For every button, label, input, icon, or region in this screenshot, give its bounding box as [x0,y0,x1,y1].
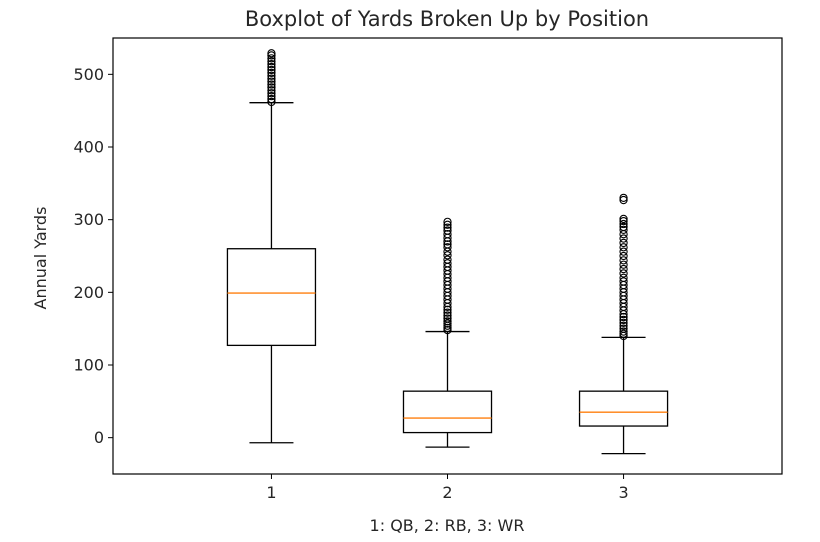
outlier-point [267,94,276,104]
outlier-point [443,259,452,268]
outlier-point [267,71,276,80]
outlier-point [619,193,628,203]
outlier-point [443,226,452,235]
x-axis-label: 1: QB, 2: RB, 3: WR [370,516,525,535]
outlier-point [267,77,276,86]
outlier-point [267,54,276,63]
outlier-point [443,217,452,226]
outlier-point [619,238,628,248]
outlier-point [443,220,452,229]
outlier-point [267,80,276,89]
outlier-point [619,195,628,205]
outlier-point [619,214,628,224]
outlier-point [619,260,628,269]
y-tick-label: 0 [94,428,104,447]
outlier-point [619,234,628,243]
outlier-point [619,216,628,226]
outlier-point [443,305,452,314]
y-axis-label: Annual Yards [31,207,50,310]
outlier-point [443,325,452,335]
outlier-point [267,86,276,95]
y-tick-label: 100 [73,356,104,375]
outlier-point [619,321,628,330]
chart-title: Boxplot of Yards Broken Up by Position [245,7,649,31]
y-tick-label: 400 [73,138,104,157]
outlier-point [619,324,628,333]
outlier-point [619,327,628,336]
x-tick-label: 3 [618,483,628,502]
outlier-point [267,57,276,66]
outlier-point [443,314,452,323]
outlier-point [267,91,276,101]
outlier-point [267,49,276,58]
iqr-box [402,390,493,434]
outlier-point [267,62,276,72]
outlier-point [443,311,452,320]
outlier-point [267,74,276,83]
outlier-point [267,60,276,69]
outlier-point [619,243,628,252]
outlier-point [267,65,276,75]
outlier-point [619,318,628,328]
y-tick-label: 200 [73,283,104,302]
outlier-point [443,240,452,249]
outlier-point [443,230,452,239]
x-tick-label: 1 [266,483,276,502]
box-group-2 [402,217,493,448]
outlier-point [443,223,452,232]
outlier-point [443,323,452,333]
outlier-point [619,315,628,325]
outlier-point [267,68,276,78]
outlier-point [619,273,628,282]
outlier-point [619,222,628,232]
outlier-point [619,219,628,229]
outlier-point [619,277,628,286]
y-tick-label: 500 [73,65,104,84]
y-tick-label: 300 [73,210,104,229]
outlier-point [443,317,452,326]
outlier-point [267,89,276,98]
outlier-point [443,319,452,328]
outlier-point [619,225,628,234]
outlier-point [443,255,452,264]
outlier-point [267,83,276,92]
outlier-point [619,329,628,338]
x-tick-label: 2 [442,483,452,502]
outlier-point [619,247,628,256]
outlier-point [267,51,276,60]
outlier-point [619,264,628,274]
box-group-1 [226,49,317,444]
outlier-point [443,308,452,317]
iqr-box [226,248,317,347]
outlier-point [443,243,452,252]
outlier-point [443,251,452,260]
outlier-point [619,312,628,322]
axes: 0 100 200 300 400 500 1 2 3 [73,65,628,502]
outlier-point [619,256,628,265]
chart-marks [226,49,669,455]
outlier-point [619,251,628,261]
outlier-point [619,269,628,278]
outlier-point [267,97,276,107]
box-group-3 [578,193,669,455]
iqr-box [578,390,669,427]
